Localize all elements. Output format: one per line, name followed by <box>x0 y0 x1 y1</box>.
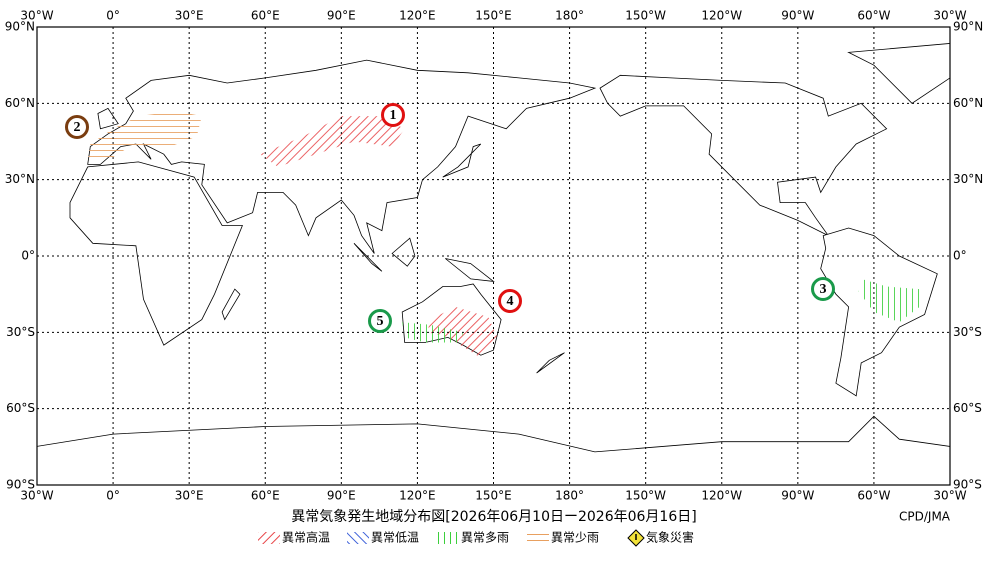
longitude-label: 90°E <box>327 9 356 23</box>
latitude-label: 90°N <box>953 20 983 34</box>
land <box>97 107 119 130</box>
latitude-label: 90°N <box>5 20 35 34</box>
land <box>221 288 241 321</box>
region-number: 4 <box>507 294 514 309</box>
latitude-label: 60°S <box>953 401 982 415</box>
legend-swatch <box>437 532 459 544</box>
longitude-label: 120°E <box>399 489 436 503</box>
longitude-label: 150°E <box>475 489 512 503</box>
credit: CPD/JMA <box>899 510 951 524</box>
legend-swatch <box>258 532 280 544</box>
longitude-label: 60°W <box>857 489 890 503</box>
legend-label: 異常高温 <box>282 530 330 545</box>
region-number: 5 <box>377 314 384 329</box>
longitude-label: 30°E <box>175 9 204 23</box>
region-marker <box>498 289 522 313</box>
longitude-label: 30°E <box>175 489 204 503</box>
land <box>536 352 565 374</box>
anomaly-area <box>87 111 202 162</box>
land <box>353 243 383 272</box>
region-marker <box>811 277 835 301</box>
longitude-label: 60°E <box>251 489 280 503</box>
land <box>847 43 950 104</box>
region-marker <box>381 103 405 127</box>
region-marker <box>368 309 392 333</box>
longitude-label: 60°W <box>857 9 890 23</box>
region-number: 2 <box>74 120 81 135</box>
land <box>87 59 597 254</box>
longitude-label: 120°W <box>701 9 742 23</box>
longitude-label: 30°W <box>933 489 966 503</box>
latitude-label: 60°N <box>5 96 35 110</box>
longitude-label: 60°E <box>251 9 280 23</box>
land <box>445 258 495 282</box>
longitude-label: 90°E <box>327 489 356 503</box>
legend-swatch <box>347 532 369 544</box>
latitude-label: 30°N <box>953 172 983 186</box>
longitude-label: 30°W <box>20 489 53 503</box>
latitude-label: 60°S <box>6 401 35 415</box>
legend-label: 異常低温 <box>371 531 419 545</box>
legend-label: 気象災害 <box>646 530 694 545</box>
latitude-label: 30°N <box>5 172 35 186</box>
longitude-label: 150°E <box>475 9 512 23</box>
longitude-label: 180° <box>555 489 584 503</box>
region-number: 1 <box>390 108 397 123</box>
latitude-label: 0° <box>21 249 35 263</box>
map-frame <box>36 26 951 486</box>
land <box>391 237 416 267</box>
longitude-label: 90°W <box>781 489 814 503</box>
longitude-label: 120°E <box>399 9 436 23</box>
longitude-label: 0° <box>106 9 120 23</box>
longitude-label: 0° <box>106 489 120 503</box>
land <box>599 74 888 236</box>
legend-swatch <box>527 532 549 544</box>
land <box>442 143 482 178</box>
land <box>37 415 950 485</box>
legend-label: 異常少雨 <box>551 531 599 545</box>
map-area <box>37 43 950 485</box>
latitude-label: 60°N <box>953 96 983 110</box>
region-marker <box>65 115 89 139</box>
latitude-label: 90°S <box>953 478 982 492</box>
latitude-label: 30°S <box>953 325 982 339</box>
longitude-label: 90°W <box>781 9 814 23</box>
region-number: 3 <box>820 282 827 297</box>
anomaly-area <box>858 278 920 323</box>
longitude-label: 30°W <box>20 9 53 23</box>
longitude-label: 180° <box>555 9 584 23</box>
legend-label: 異常多雨 <box>461 531 509 545</box>
latitude-label: 90°S <box>6 478 35 492</box>
latitude-label: 0° <box>953 249 967 263</box>
anomaly-area <box>260 116 405 167</box>
latitude-label: 30°S <box>6 325 35 339</box>
longitude-label: 120°W <box>701 489 742 503</box>
longitude-label: 150°W <box>625 9 666 23</box>
longitude-label: 150°W <box>625 489 666 503</box>
longitude-label: 30°W <box>933 9 966 23</box>
map-title: 異常気象発生地域分布図[2026年06月10日ー2026年06月16日] <box>291 509 696 525</box>
